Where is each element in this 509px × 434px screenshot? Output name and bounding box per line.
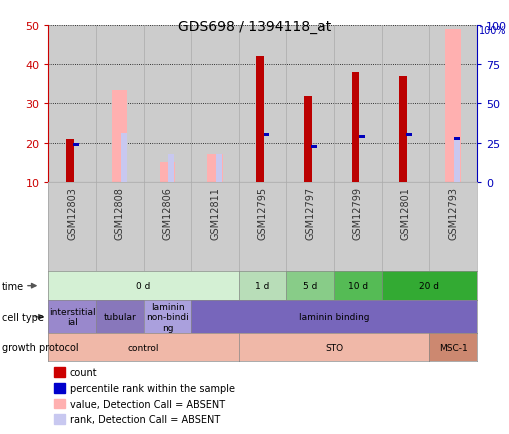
Text: 20 d: 20 d [418, 282, 438, 290]
Text: GSM12801: GSM12801 [400, 187, 410, 240]
Text: GSM12811: GSM12811 [210, 187, 219, 240]
Bar [303, 96, 311, 182]
Text: GSM12803: GSM12803 [67, 187, 77, 240]
Bar [48, 26, 96, 182]
Text: tubular: tubular [103, 312, 136, 322]
Bar [216, 155, 221, 182]
Bar [453, 137, 459, 182]
Text: 100%: 100% [478, 26, 506, 36]
Text: GSM12806: GSM12806 [162, 187, 172, 240]
Text: growth protocol: growth protocol [2, 342, 78, 352]
Text: GSM12808: GSM12808 [115, 187, 125, 240]
Bar [399, 77, 406, 182]
Text: laminin
non-bindi
ng: laminin non-bindi ng [146, 302, 188, 332]
Bar [144, 26, 191, 182]
Bar [112, 91, 127, 182]
Bar [286, 26, 333, 182]
Text: laminin binding: laminin binding [298, 312, 369, 322]
Text: cell type: cell type [2, 312, 43, 322]
Bar [263, 134, 269, 137]
Bar [159, 163, 175, 182]
Text: percentile rank within the sample: percentile rank within the sample [70, 383, 235, 393]
Text: GSM12795: GSM12795 [257, 187, 267, 240]
Bar [381, 26, 429, 182]
Bar [406, 134, 411, 137]
Bar [358, 136, 364, 139]
Bar [453, 138, 459, 141]
Bar [66, 139, 73, 182]
Bar [191, 26, 238, 182]
Text: 10 d: 10 d [347, 282, 367, 290]
Text: rank, Detection Call = ABSENT: rank, Detection Call = ABSENT [70, 414, 220, 424]
Text: 1 d: 1 d [255, 282, 269, 290]
Text: count: count [70, 368, 97, 377]
Text: MSC-1: MSC-1 [438, 343, 467, 352]
Bar [121, 134, 126, 182]
Bar [238, 26, 286, 182]
Text: time: time [2, 281, 23, 291]
Bar [351, 73, 358, 182]
Text: GSM12797: GSM12797 [305, 187, 315, 240]
Text: value, Detection Call = ABSENT: value, Detection Call = ABSENT [70, 399, 224, 408]
Bar [310, 146, 316, 148]
Text: control: control [128, 343, 159, 352]
Text: GSM12799: GSM12799 [352, 187, 362, 240]
Bar [73, 144, 79, 147]
Text: GSM12793: GSM12793 [447, 187, 457, 240]
Text: interstitial
ial: interstitial ial [49, 307, 95, 327]
Text: STO: STO [324, 343, 343, 352]
Bar [168, 155, 174, 182]
Text: 5 d: 5 d [302, 282, 317, 290]
Bar [429, 26, 476, 182]
Text: GDS698 / 1394118_at: GDS698 / 1394118_at [178, 20, 331, 33]
Bar [333, 26, 381, 182]
Bar [444, 30, 460, 182]
Text: 0 d: 0 d [136, 282, 151, 290]
Bar [256, 57, 264, 182]
Bar [207, 155, 222, 182]
Bar [96, 26, 144, 182]
